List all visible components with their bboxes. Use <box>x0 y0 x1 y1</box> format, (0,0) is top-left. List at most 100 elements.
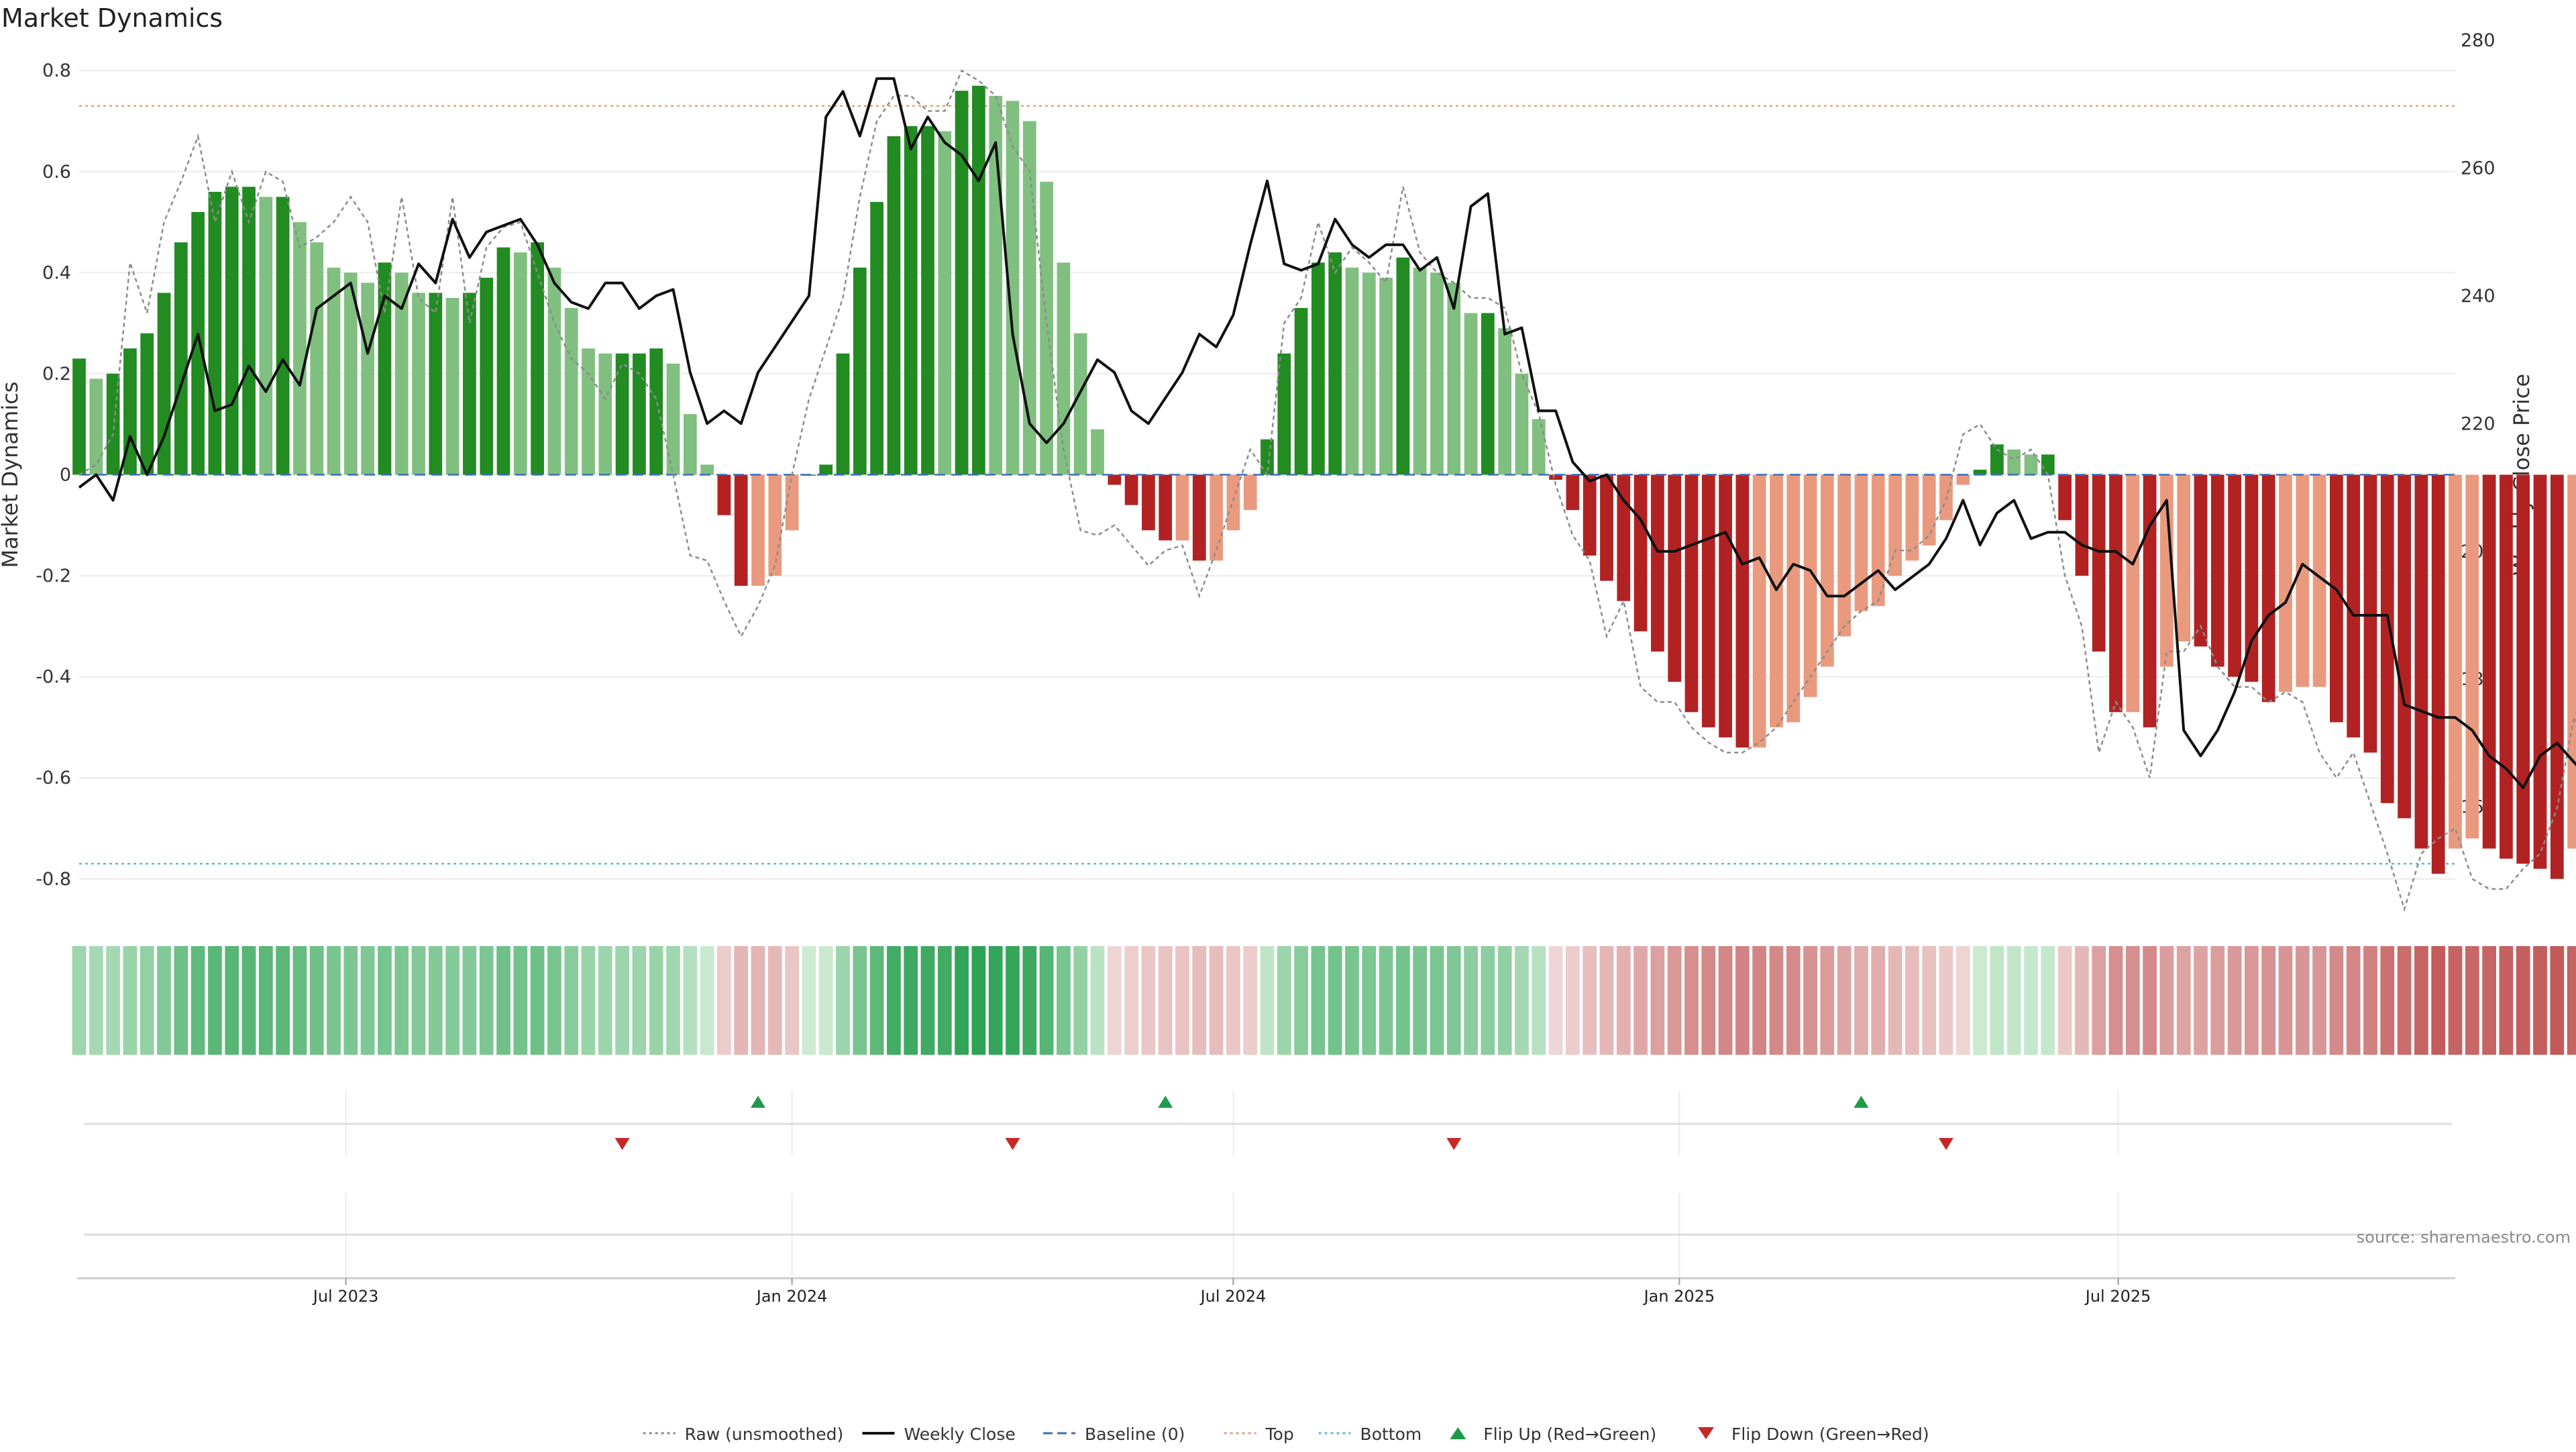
heat-cell <box>1311 946 1326 1055</box>
dynamics-bar <box>174 242 188 475</box>
heat-cell <box>1396 946 1410 1055</box>
flip-up-marker <box>1158 1096 1173 1108</box>
dynamics-bar <box>463 293 476 475</box>
heat-cell <box>445 946 460 1055</box>
heat-cell <box>2227 946 2242 1055</box>
legend-item: Raw (unsmoothed) <box>643 1424 843 1444</box>
dynamics-bar <box>1311 262 1325 475</box>
dynamics-bar <box>2380 474 2394 803</box>
dynamics-bar <box>2075 474 2089 576</box>
dynamics-bar <box>1735 474 1750 748</box>
heat-cell <box>1888 946 1902 1055</box>
heat-cell <box>1871 946 1886 1055</box>
dynamics-bar <box>1837 474 1851 637</box>
dynamics-bar <box>887 136 901 475</box>
dynamics-bar <box>1464 313 1478 475</box>
dynamics-bar <box>1786 474 1801 723</box>
heat-cell <box>1039 946 1054 1055</box>
heat-cell <box>887 946 901 1055</box>
flip-down-marker <box>1446 1138 1462 1150</box>
heat-cell <box>1973 946 1987 1055</box>
heat-cell <box>1752 946 1767 1055</box>
heat-cell <box>598 946 612 1055</box>
source-note: source: sharemaestro.com <box>2357 1228 2571 1247</box>
heat-cell <box>1243 946 1258 1055</box>
heat-cell <box>683 946 698 1055</box>
dynamics-bar <box>2261 474 2275 703</box>
dynamics-bar <box>208 191 222 475</box>
heat-cell <box>1413 946 1428 1055</box>
dynamics-bar <box>1617 474 1631 601</box>
heat-cell <box>72 946 87 1055</box>
dynamics-bar <box>2007 449 2021 475</box>
heat-cell <box>2024 946 2038 1055</box>
dynamics-bar <box>276 197 290 475</box>
y-tick-right: 260 <box>2461 158 2496 178</box>
heat-cell <box>937 946 952 1055</box>
heat-cell <box>1057 946 1071 1055</box>
heat-cell <box>1803 946 1817 1055</box>
heat-cell <box>853 946 867 1055</box>
heat-cell <box>1073 946 1088 1055</box>
dynamics-bar <box>361 282 374 475</box>
heat-cell <box>292 946 307 1055</box>
heat-cell <box>1124 946 1138 1055</box>
dynamics-bar <box>310 242 324 475</box>
x-tick-label: Jul 2024 <box>1199 1287 1267 1306</box>
dynamics-bar <box>1905 474 1919 561</box>
heat-cell <box>2397 946 2412 1055</box>
dynamics-bar <box>751 474 765 586</box>
x-tick-label: Jul 2025 <box>2084 1287 2151 1306</box>
dynamics-bar <box>1243 474 1257 511</box>
dynamics-bar <box>1328 252 1342 475</box>
dynamics-bar <box>2330 474 2343 723</box>
heat-cell <box>1345 946 1359 1055</box>
dynamics-bar <box>1566 474 1580 511</box>
heat-cell <box>1022 946 1037 1055</box>
dynamics-bar <box>1040 181 1053 475</box>
heat-cell <box>2125 946 2140 1055</box>
heat-cell <box>394 946 409 1055</box>
heat-cell <box>428 946 443 1055</box>
heat-cell <box>1209 946 1224 1055</box>
dynamics-bar <box>412 293 425 475</box>
heat-cell <box>2414 946 2428 1055</box>
legend-label: Bottom <box>1360 1424 1422 1444</box>
heat-cell <box>513 946 528 1055</box>
dynamics-bar <box>1498 328 1512 475</box>
heat-cell <box>1548 946 1563 1055</box>
heat-cell <box>1633 946 1648 1055</box>
heat-cell <box>2312 946 2326 1055</box>
triangle-up-icon <box>1450 1427 1466 1439</box>
dynamics-bar <box>2465 474 2479 839</box>
dynamics-bar <box>1770 474 1783 727</box>
dynamics-bar <box>615 353 629 475</box>
x-tick-label: Jul 2023 <box>312 1287 379 1306</box>
dynamics-bar <box>1057 262 1071 475</box>
heat-cell <box>1735 946 1750 1055</box>
heat-cell <box>2092 946 2106 1055</box>
dynamics-bar <box>633 353 646 475</box>
dynamics-bar <box>225 187 239 475</box>
dynamics-bar <box>513 252 527 475</box>
heat-cell <box>1667 946 1682 1055</box>
dynamics-bar <box>1684 474 1699 713</box>
heat-cell <box>2176 946 2191 1055</box>
dynamics-bar <box>2058 474 2072 521</box>
dynamics-bar <box>1430 272 1444 475</box>
y-tick-left: 0.2 <box>42 364 71 384</box>
legend-item: Weekly Close <box>862 1424 1016 1444</box>
dynamics-bar <box>938 131 952 475</box>
heat-cell <box>2380 946 2395 1055</box>
dynamics-bar <box>1515 373 1529 475</box>
legend-label: Flip Up (Red→Green) <box>1483 1424 1656 1444</box>
heat-cell <box>2465 946 2479 1055</box>
dynamics-bar <box>2516 474 2530 864</box>
legend-item: Flip Up (Red→Green) <box>1450 1424 1656 1444</box>
dynamics-bar <box>1447 282 1461 475</box>
dynamics-bar <box>2449 474 2462 849</box>
chart-title: Market Dynamics <box>1 3 223 33</box>
heat-cell <box>1464 946 1478 1055</box>
legend-item: Baseline (0) <box>1043 1424 1185 1444</box>
dynamics-bar <box>2041 454 2055 475</box>
